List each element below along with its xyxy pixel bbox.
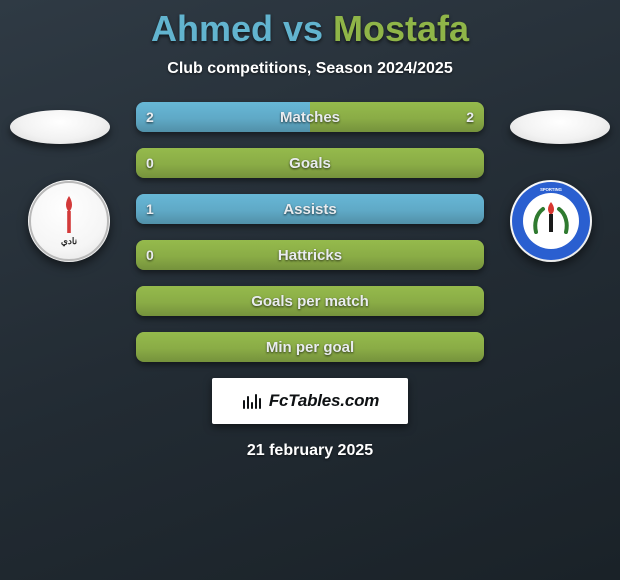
club-badge-right: SPORTING xyxy=(510,180,592,262)
stat-bar: Hattricks0 xyxy=(136,240,484,270)
stat-value-left: 0 xyxy=(136,148,164,178)
stat-fill-full xyxy=(136,240,484,270)
club-badge-left: نادي xyxy=(28,180,110,262)
stat-value-left: 1 xyxy=(136,194,164,224)
svg-text:SPORTING: SPORTING xyxy=(540,187,562,192)
stat-value-right: 2 xyxy=(456,102,484,132)
stat-value-left: 2 xyxy=(136,102,164,132)
title-left: Ahmed xyxy=(151,8,273,49)
date-label: 21 february 2025 xyxy=(0,442,620,460)
watermark-text: FcTables.com xyxy=(269,391,379,411)
page-title: Ahmed vs Mostafa xyxy=(0,0,620,50)
stat-fill-full xyxy=(136,286,484,316)
title-right: Mostafa xyxy=(333,8,469,49)
stat-fill-full xyxy=(136,332,484,362)
player-left-ellipse xyxy=(10,110,110,144)
stat-bar: Min per goal xyxy=(136,332,484,362)
stat-fill-full xyxy=(136,194,484,224)
stat-bar: Matches22 xyxy=(136,102,484,132)
watermark: FcTables.com xyxy=(212,378,408,424)
stat-bar: Goals per match xyxy=(136,286,484,316)
stat-bar: Goals0 xyxy=(136,148,484,178)
player-right-ellipse xyxy=(510,110,610,144)
subtitle: Club competitions, Season 2024/2025 xyxy=(0,60,620,78)
comparison-arena: نادي SPORTING Matches22Goals0Assists1Hat… xyxy=(0,102,620,362)
watermark-icon xyxy=(241,390,263,412)
stat-value-left: 0 xyxy=(136,240,164,270)
stat-fill-full xyxy=(136,148,484,178)
title-sep: vs xyxy=(273,8,333,49)
stat-bars: Matches22Goals0Assists1Hattricks0Goals p… xyxy=(136,102,484,362)
stat-bar: Assists1 xyxy=(136,194,484,224)
svg-text:نادي: نادي xyxy=(61,236,77,247)
